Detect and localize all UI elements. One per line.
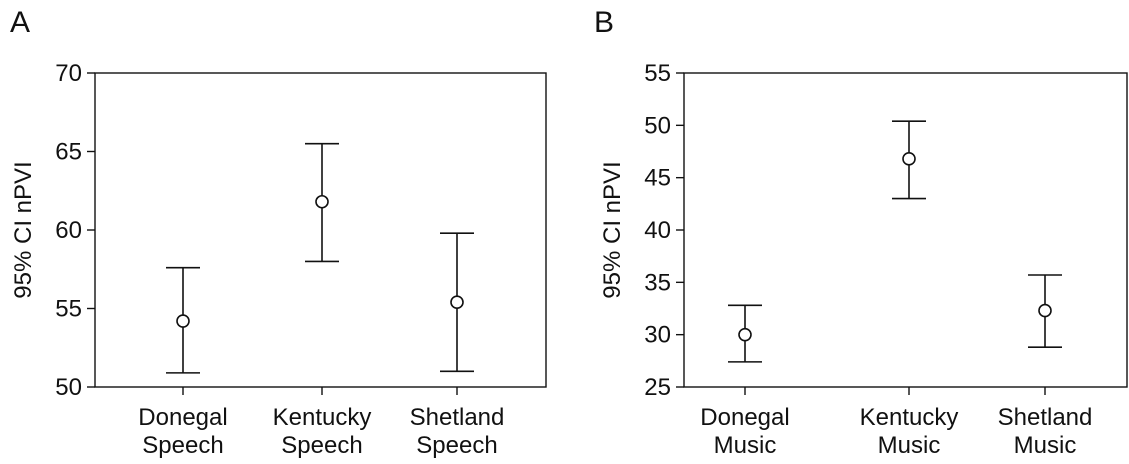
chart-a-ytick-label-55: 55 [55,296,82,323]
chart-b-ytick-label-25: 25 [644,374,671,401]
chart-a-mean-point-2 [450,295,464,310]
chart-a-plot-frame [94,72,547,388]
chart-b-mean-point-2 [1038,303,1052,318]
chart-a-xtick-label-1-line1: Kentucky [273,404,372,431]
chart-a-ytick-label-50: 50 [55,374,82,401]
chart-a-ylabel: 95% CI nPVI [10,161,37,298]
chart-a-ytick-label-60: 60 [55,217,82,244]
chart-b-ylabel: 95% CI nPVI [599,161,626,298]
chart-b-xtick-label-2-line1: Shetland [998,404,1093,431]
chart-b-xtick-label-2-line2: Music [1014,432,1077,459]
chart-b-xtick-label-0-line2: Music [714,432,777,459]
chart-b-xtick-label-0-line1: Donegal [700,404,789,431]
panel-label-a: A [10,6,31,39]
chart-b-ytick-label-55: 55 [644,60,671,87]
chart-a-xtick-label-1-line2: Speech [281,432,362,459]
chart-b-xtick-label-1-line2: Music [878,432,941,459]
chart-b-ytick-label-30: 30 [644,322,671,349]
chart-panel-a: A 50 55 60 65 70 95% CI nPVI Donegal Speech Kent… [0,0,564,464]
chart-b-ytick-label-50: 50 [644,112,671,139]
chart-b-plot-frame [683,72,1128,388]
chart-b-ytick-label-35: 35 [644,269,671,296]
chart-a-mean-point-1 [315,194,329,209]
chart-b-mean-point-1 [902,152,916,166]
chart-a-mean-point-0 [176,314,190,328]
chart-b-xtick-label-1-line1: Kentucky [860,404,959,431]
chart-a-xtick-label-0-line1: Donegal [138,404,227,431]
chart-a-xtick-label-2-line2: Speech [416,432,497,459]
chart-b-mean-point-0 [738,327,752,342]
chart-a-ytick-label-70: 70 [55,60,82,87]
chart-panel-b: B 25 30 35 40 45 50 55 95% CI nPVI Donegal Music K… [564,0,1129,464]
chart-b-ytick-label-45: 45 [644,165,671,192]
chart-a-xtick-label-2-line1: Shetland [410,404,505,431]
panel-label-b: B [594,6,615,39]
chart-a-ytick-label-65: 65 [55,139,82,166]
chart-a-xtick-label-0-line2: Speech [142,432,223,459]
chart-b-ytick-label-40: 40 [644,217,671,244]
